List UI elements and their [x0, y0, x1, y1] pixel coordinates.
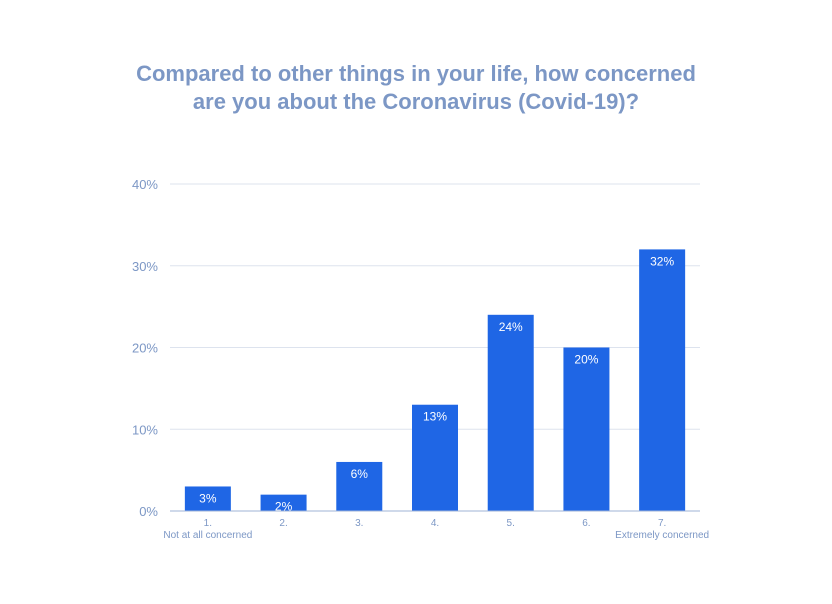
data-label: 32% [650, 254, 674, 268]
x-tick-sublabel: Extremely concerned [615, 530, 709, 541]
x-tick-label: 7. [658, 518, 666, 529]
y-tick-label: 10% [132, 422, 158, 437]
x-tick-label: 6. [582, 518, 590, 529]
chart-title-line-1: Compared to other things in your life, h… [136, 61, 696, 86]
data-label: 20% [574, 353, 598, 367]
x-tick-sublabel: Not at all concerned [163, 530, 252, 541]
x-tick-label: 4. [431, 518, 439, 529]
chart-title: Compared to other things in your life, h… [0, 60, 832, 116]
bar [412, 404, 458, 511]
data-label: 2% [275, 500, 293, 514]
bar [487, 314, 534, 511]
x-tick-label: 2. [279, 518, 287, 529]
y-tick-label: 20% [132, 341, 158, 356]
chart-title-line-2: are you about the Coronavirus (Covid-19)… [192, 89, 640, 114]
data-label: 3% [199, 491, 217, 505]
data-label: 24% [499, 320, 523, 334]
data-label: 6% [351, 467, 369, 481]
x-tick-label: 3. [355, 518, 363, 529]
bar [184, 486, 231, 511]
x-tick-label: 5. [507, 518, 515, 529]
bar [260, 494, 307, 511]
data-label: 13% [423, 410, 447, 424]
bar [639, 249, 686, 511]
y-tick-label: 40% [132, 177, 158, 192]
bar [563, 347, 610, 511]
x-tick-label: 1. [204, 518, 212, 529]
bar [336, 461, 383, 511]
y-tick-label: 0% [139, 504, 158, 519]
y-tick-label: 30% [132, 259, 158, 274]
